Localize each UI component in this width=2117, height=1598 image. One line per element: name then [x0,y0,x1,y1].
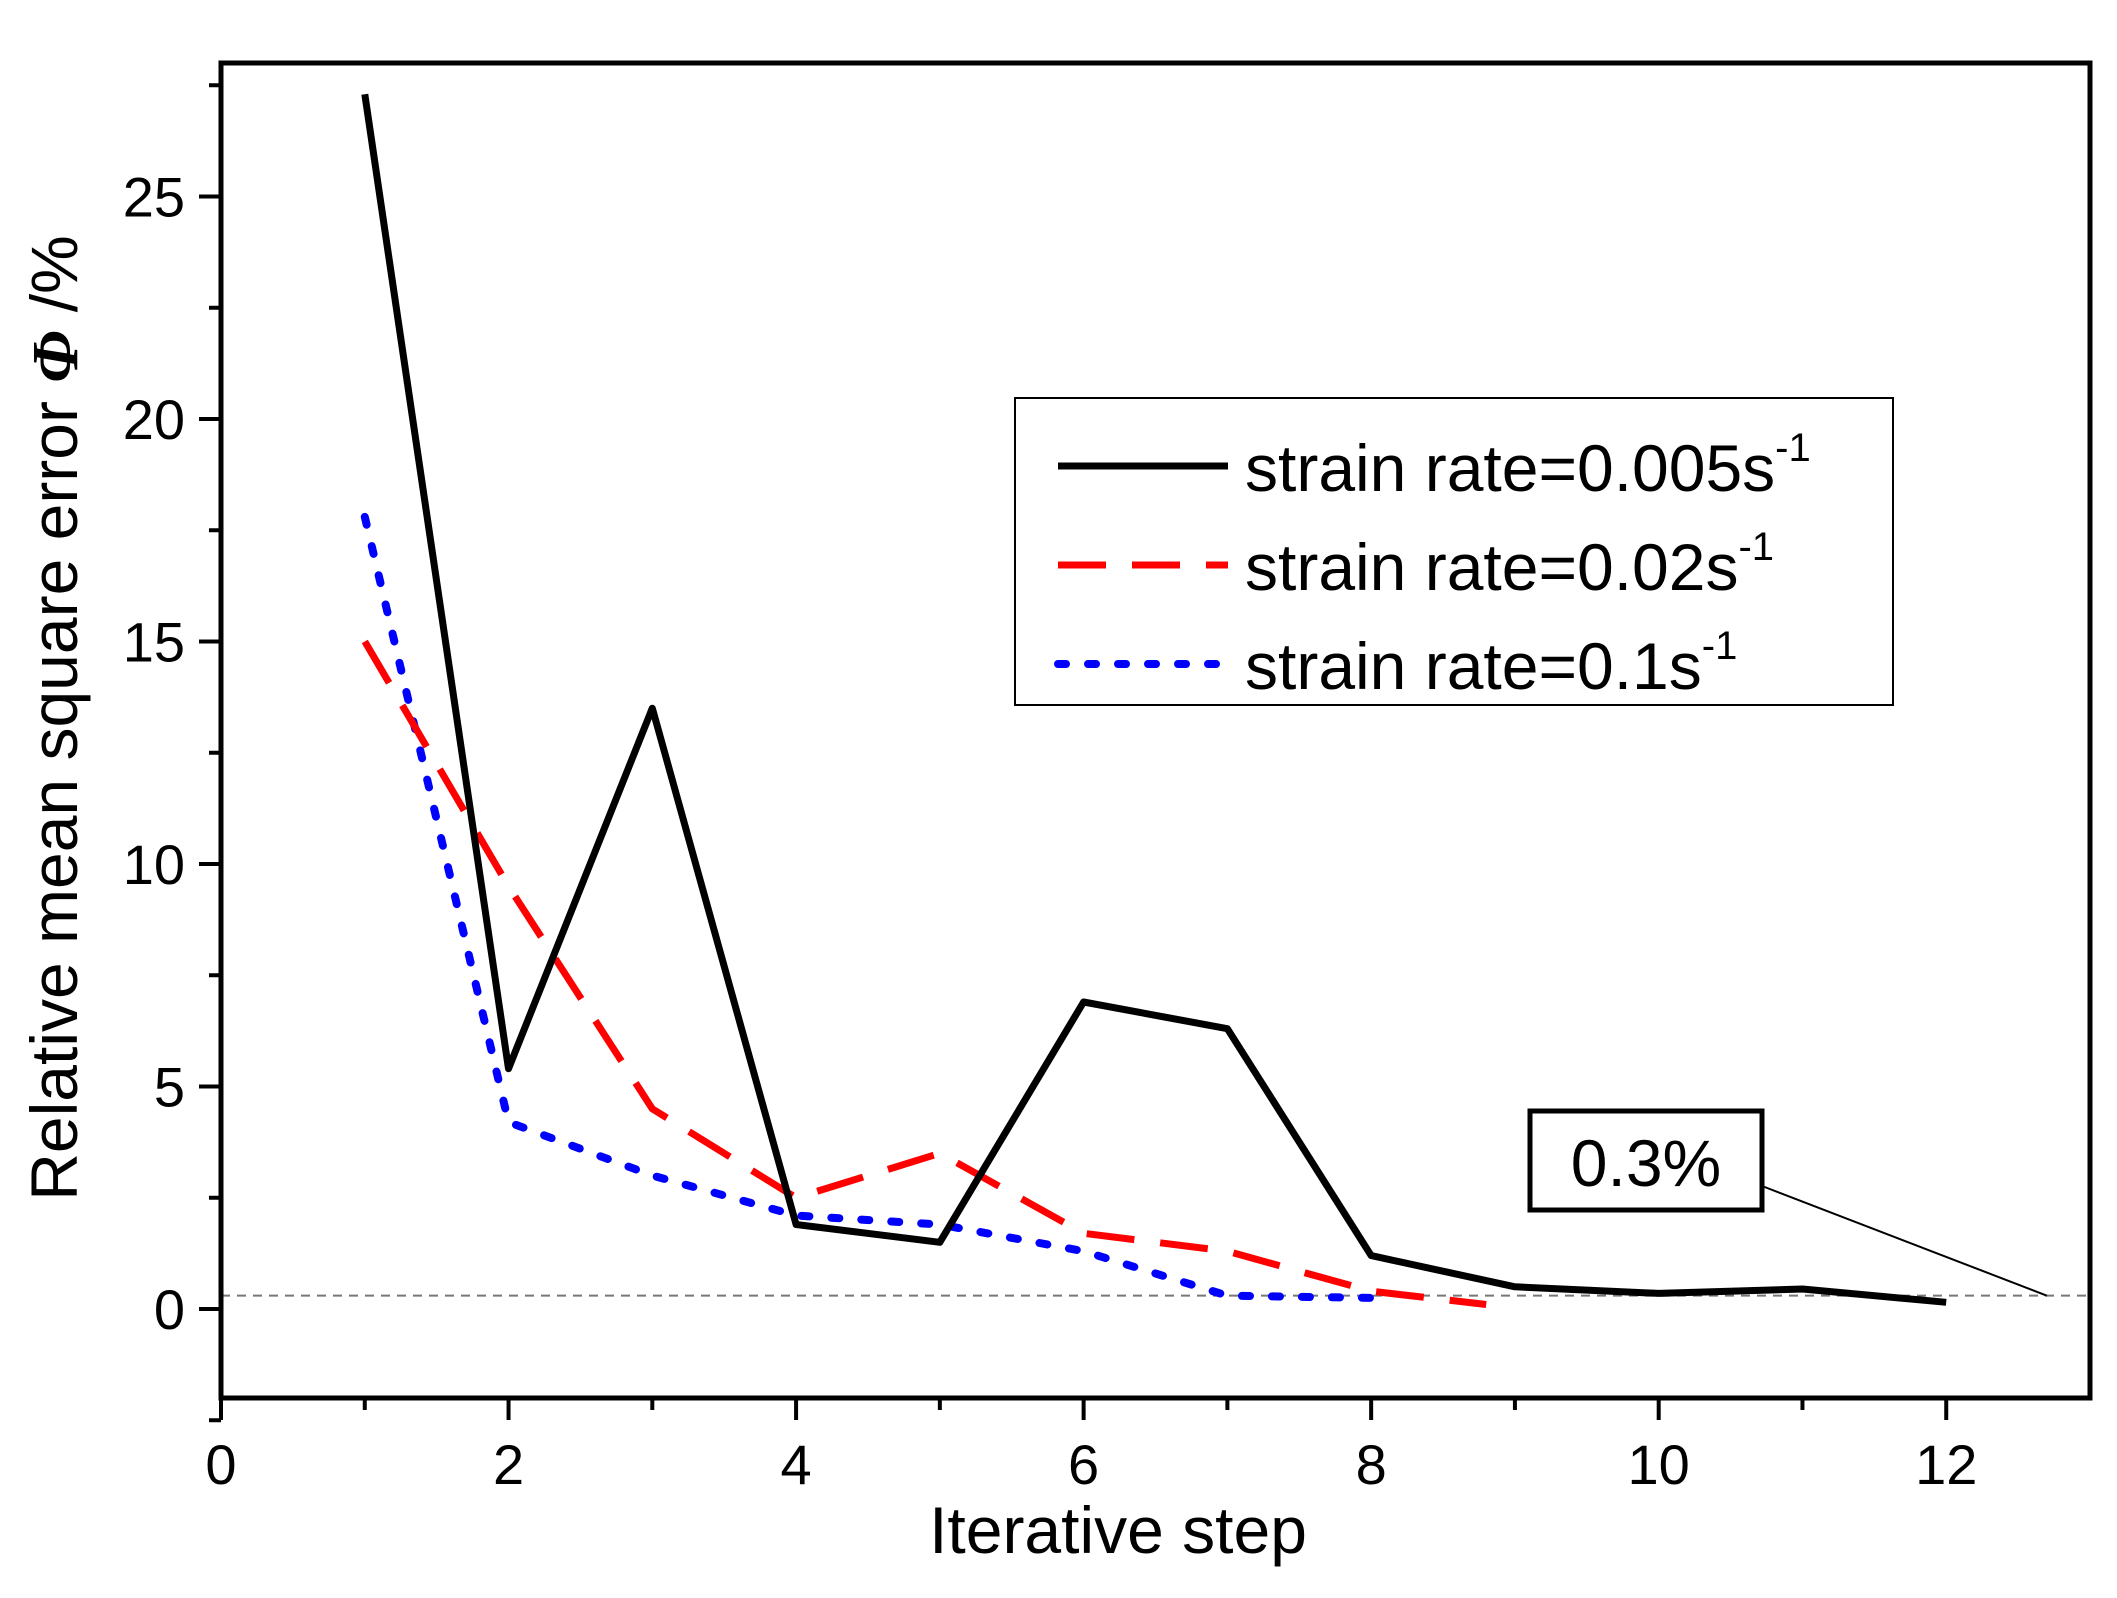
y-tick-label-1: 5 [154,1056,185,1119]
y-tick-label-5: 25 [123,166,185,229]
x-tick-label-0: 0 [205,1433,236,1496]
y-axis-title: Relative mean square error Φ /% [17,235,92,1200]
x-axis-title: Iterative step [929,1493,1307,1567]
x-tick-label-5: 10 [1628,1433,1690,1496]
plot-frame [218,60,2093,1401]
x-tick-label-4: 8 [1356,1433,1387,1496]
y-axis-title-suffix: /% [17,235,91,330]
legend-label-2: strain rate=0.1s-1 [1245,624,1737,703]
annotation-text: 0.3% [1571,1126,1721,1200]
y-tick-label-0: 0 [154,1278,185,1341]
series-line-2 [360,512,1376,1302]
legend-label-0: strain rate=0.005s-1 [1245,426,1811,505]
legend-label-1: strain rate=0.02s-1 [1245,525,1774,604]
y-tick-label-4: 20 [123,388,185,451]
x-tick-label-3: 6 [1068,1433,1099,1496]
annotation: 0.3% [1527,1108,2048,1297]
y-tick-label-2: 10 [123,833,185,896]
y-axis-title-symbol: Φ [19,331,92,383]
x-tick-label-2: 4 [780,1433,811,1496]
y-tick-label-3: 15 [123,611,185,674]
series-line-0 [361,93,1947,1306]
annotation-leader-line [1761,1185,2048,1297]
x-tick-label-1: 2 [493,1433,524,1496]
annotation-box [1527,1108,1765,1213]
series-line-1 [361,639,1487,1308]
legend: strain rate=0.005s-1 strain rate=0.02s-1… [1014,397,1894,706]
x-tick-label-6: 12 [1915,1433,1977,1496]
y-axis-title-prefix: Relative mean square error [17,383,91,1201]
legend-box [1014,397,1894,706]
